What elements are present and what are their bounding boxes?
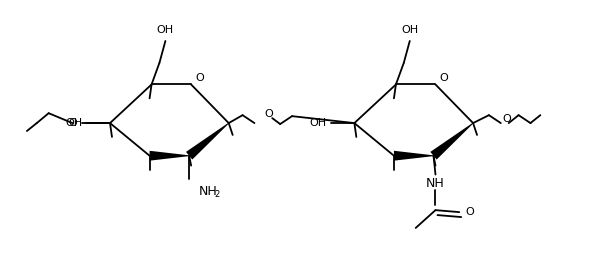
Text: OH: OH [401,25,418,35]
Text: OH: OH [157,25,174,35]
Text: O: O [502,114,511,124]
Text: O: O [69,118,77,128]
Polygon shape [150,151,189,161]
Polygon shape [394,151,434,161]
Text: NH: NH [199,185,218,198]
Polygon shape [430,123,473,160]
Text: O: O [264,109,272,119]
Polygon shape [186,123,229,160]
Text: 2: 2 [215,190,220,199]
Text: O: O [465,207,474,217]
Text: O: O [195,73,204,83]
Text: OH: OH [310,118,327,128]
Text: O: O [440,73,448,83]
Text: NH: NH [426,177,445,190]
Text: OH: OH [65,118,82,128]
